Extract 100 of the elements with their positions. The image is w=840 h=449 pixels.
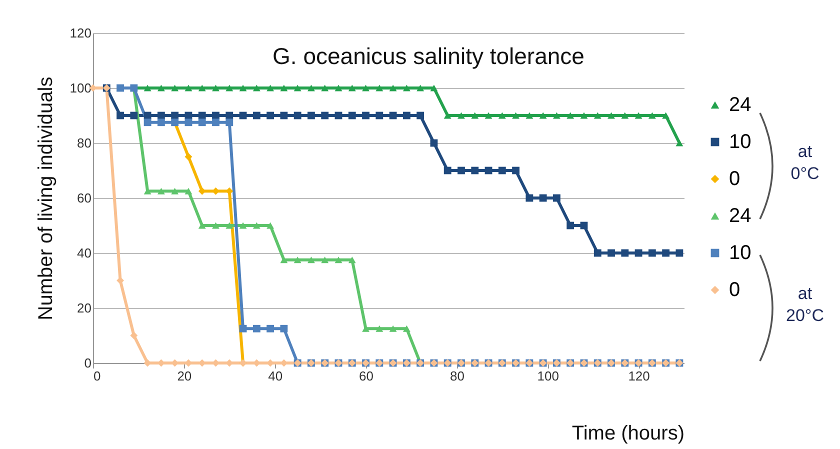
point xyxy=(389,84,397,92)
y-tick-label: 20 xyxy=(77,300,92,316)
point xyxy=(226,84,234,92)
point xyxy=(580,112,588,119)
text: at 20°C xyxy=(785,283,825,327)
point xyxy=(416,84,424,92)
x-tick-label: 100 xyxy=(537,368,559,384)
point xyxy=(198,84,206,92)
point xyxy=(157,84,165,92)
point xyxy=(266,324,274,332)
point xyxy=(553,194,560,202)
point xyxy=(226,187,234,195)
point xyxy=(362,84,370,92)
point xyxy=(171,188,179,194)
point xyxy=(484,112,492,119)
point xyxy=(362,112,370,120)
point xyxy=(252,112,260,120)
point xyxy=(130,332,138,340)
x-tick-label: 0 xyxy=(94,368,101,384)
point xyxy=(676,249,684,257)
point xyxy=(512,112,520,119)
y-axis-title: Number of living individuals xyxy=(34,76,57,320)
point xyxy=(662,112,670,119)
point xyxy=(144,118,152,126)
point xyxy=(198,222,206,229)
legend-label: 10 xyxy=(729,131,752,153)
point xyxy=(321,112,329,120)
point xyxy=(444,112,452,119)
point xyxy=(539,112,547,119)
text: at 0°C xyxy=(790,141,820,185)
point xyxy=(526,112,534,119)
point xyxy=(498,166,506,174)
point xyxy=(157,118,165,126)
point xyxy=(294,84,302,92)
x-tick-label: 20 xyxy=(177,368,192,384)
legend-label: 0 xyxy=(729,168,740,190)
point xyxy=(348,256,356,264)
point xyxy=(226,222,234,229)
point xyxy=(130,112,138,120)
point xyxy=(458,166,465,174)
point xyxy=(294,256,302,264)
point xyxy=(308,112,315,120)
point xyxy=(376,84,384,92)
point xyxy=(308,84,315,92)
chart-title: G. oceanicus salinity tolerance xyxy=(272,43,584,69)
point xyxy=(553,112,560,119)
point xyxy=(212,222,220,229)
y-tick-label: 120 xyxy=(70,26,92,40)
point xyxy=(144,84,152,92)
legend-label: 10 xyxy=(729,242,752,264)
point xyxy=(184,188,192,194)
point xyxy=(458,112,465,119)
point xyxy=(526,194,534,202)
point xyxy=(184,118,192,126)
point xyxy=(212,84,220,92)
point xyxy=(498,112,506,119)
point xyxy=(266,222,274,229)
point xyxy=(608,112,615,119)
point xyxy=(321,84,329,92)
point xyxy=(608,249,615,257)
point xyxy=(621,249,629,257)
y-tick-label: 0 xyxy=(84,356,92,370)
point xyxy=(321,256,329,264)
y-tick-label: 40 xyxy=(77,246,92,260)
point xyxy=(444,166,452,174)
point xyxy=(294,112,302,120)
point xyxy=(334,84,342,92)
point xyxy=(116,112,124,120)
point xyxy=(402,84,410,92)
point xyxy=(566,112,574,119)
point xyxy=(252,222,260,229)
point xyxy=(594,112,602,119)
point xyxy=(676,140,684,146)
point xyxy=(430,84,438,92)
point xyxy=(566,222,574,230)
point xyxy=(621,112,629,119)
point xyxy=(471,112,479,119)
point xyxy=(648,249,656,257)
point xyxy=(389,325,397,332)
point xyxy=(280,256,288,264)
point xyxy=(471,166,479,174)
point xyxy=(334,256,342,264)
point xyxy=(376,325,384,332)
point xyxy=(252,84,260,92)
point xyxy=(402,325,410,332)
x-tick-label: 60 xyxy=(359,368,374,384)
y-tick-label: 80 xyxy=(77,136,92,150)
point xyxy=(266,84,274,92)
x-tick-label: 40 xyxy=(268,368,283,384)
point xyxy=(402,112,410,120)
legend-label: 0 xyxy=(729,279,740,301)
point xyxy=(212,187,220,195)
point xyxy=(239,324,247,332)
point xyxy=(157,188,165,194)
point xyxy=(280,324,288,332)
point xyxy=(280,112,288,120)
point xyxy=(416,112,424,120)
point xyxy=(266,112,274,120)
point xyxy=(512,166,520,174)
x-tick-label: 80 xyxy=(450,368,464,384)
